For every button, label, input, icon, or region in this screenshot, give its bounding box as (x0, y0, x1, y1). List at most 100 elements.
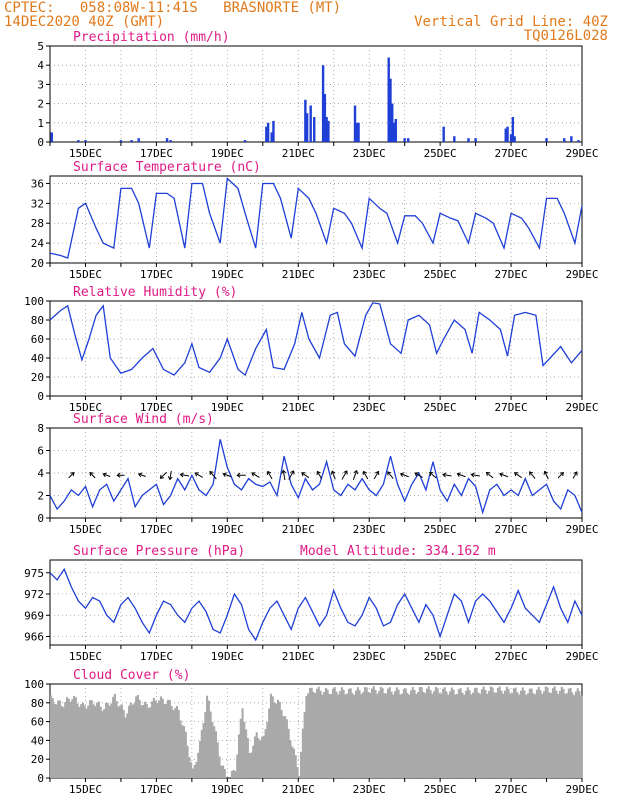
pressure-series-line (49, 567, 583, 642)
cloud-area-bar (576, 688, 579, 778)
cloud-area-bar (51, 698, 54, 778)
cloud-area-bar (468, 690, 471, 778)
wind-xtick-label: 23DEC (353, 523, 386, 536)
cloud-area-bar (482, 686, 485, 778)
cloud-area-bar (280, 709, 283, 778)
cloud-area-bar (152, 697, 155, 778)
cloud-area-bar (550, 692, 553, 778)
wind-vector-shaft (68, 472, 75, 479)
cloud-area-bar (138, 699, 141, 778)
precip-bar (169, 140, 172, 142)
rh-ytick-label: 40 (31, 352, 44, 365)
cloud-area-bar (239, 718, 242, 778)
precip-bar (313, 117, 316, 142)
cloud-area-bar (202, 723, 205, 778)
cloud-area-bar (454, 694, 457, 778)
cloud-area-bar (518, 694, 521, 778)
cloud-area-bar (511, 693, 514, 778)
cloud-area-bar (83, 705, 86, 778)
precip-bar (506, 126, 509, 142)
cloud-area-bar (424, 693, 427, 778)
precip-bar (137, 138, 140, 142)
precip-bar (270, 132, 273, 142)
precip-bar (442, 126, 445, 142)
cloud-ytick-label: 40 (31, 734, 44, 747)
wind-vector-shaft (544, 471, 549, 480)
rh-ytick-label: 0 (37, 390, 44, 403)
cloud-area-bar (456, 693, 459, 778)
cloud-area-bar (574, 691, 577, 778)
precip-bar (394, 118, 397, 142)
cloud-area-bar (353, 694, 356, 778)
wind-vector-head (89, 472, 94, 477)
precip-bar (563, 138, 566, 142)
cloud-area-bar (165, 704, 168, 778)
cloud-area-bar (76, 703, 79, 778)
wind-vector-shaft (316, 471, 323, 480)
cloud-area-bar (292, 748, 296, 778)
cloud-area-bar (87, 705, 90, 778)
cloud-area-bar (381, 688, 384, 778)
cloud-area-bar (147, 707, 150, 778)
precip-xtick-label: 15DEC (69, 147, 102, 160)
precip-bar (305, 113, 309, 142)
cloud-ytick-label: 0 (37, 772, 44, 785)
cloud-area-bar (567, 688, 570, 778)
wind-vector-shaft (442, 474, 452, 477)
cloud-area-bar (64, 702, 67, 778)
cloud-area-bar (289, 740, 292, 778)
cloud-area-bar (214, 731, 217, 778)
precip-bar (119, 140, 123, 142)
rh-xtick-label: 25DEC (424, 401, 457, 414)
cloud-area-bar (358, 690, 361, 778)
cloud-area-bar (344, 694, 347, 778)
cloud-area-bar (195, 761, 198, 778)
wind-xtick-label: 17DEC (140, 523, 173, 536)
cloud-xtick-label: 17DEC (140, 783, 173, 796)
cloud-area-bar (237, 734, 241, 778)
wind-vector-head (456, 472, 461, 477)
precip-bar (509, 134, 513, 142)
cloud-area-bar (555, 690, 558, 778)
cloud-area-bar (472, 692, 475, 778)
cloud-area-bar (223, 768, 226, 778)
wind-vector-head (290, 470, 295, 475)
cloud-area-bar (149, 707, 152, 778)
cloud-area-bar (521, 687, 524, 778)
cloud-area-bar (222, 765, 225, 778)
cloud-area-bar (560, 686, 563, 778)
cloud-area-bar (159, 696, 163, 778)
wind-vector-head (102, 472, 107, 478)
cloud-area-bar (80, 704, 83, 778)
wind-vector-shaft (223, 473, 232, 478)
temp-xtick-label: 15DEC (69, 268, 102, 281)
cloud-area-bar (301, 728, 304, 778)
cloud-area-bar (294, 755, 297, 778)
wind-vector-shaft (557, 472, 564, 479)
cloud-area-bar (128, 705, 131, 778)
cloud-area-bar (519, 690, 523, 778)
cloud-area-bar (546, 687, 549, 778)
cloud-area-bar (376, 693, 379, 778)
cloud-xtick-label: 29DEC (565, 783, 598, 796)
wind-vector-shaft (471, 474, 480, 477)
cloud-area-bar (117, 706, 120, 778)
cloud-area-bar (170, 706, 173, 778)
cloud-area-bar (527, 693, 530, 778)
temp-xtick-label: 23DEC (353, 268, 386, 281)
cloud-area-bar (408, 694, 411, 778)
wind-vector-shaft (572, 471, 578, 479)
cloud-area-bar (367, 692, 370, 778)
cloud-area-bar (184, 731, 187, 778)
cloud-area-bar (73, 695, 76, 778)
wind-vector-head (316, 470, 321, 476)
cloud-title: Cloud Cover (%) (73, 668, 190, 683)
cloud-area-bar (81, 702, 84, 778)
precip-bar (323, 94, 327, 142)
cloud-area-bar (330, 693, 333, 778)
cloud-area-bar (562, 688, 565, 778)
wind-vector-head (159, 474, 164, 479)
temp-xtick-label: 27DEC (495, 268, 528, 281)
precip-bar (391, 103, 394, 142)
cloud-area-bar (183, 726, 186, 778)
